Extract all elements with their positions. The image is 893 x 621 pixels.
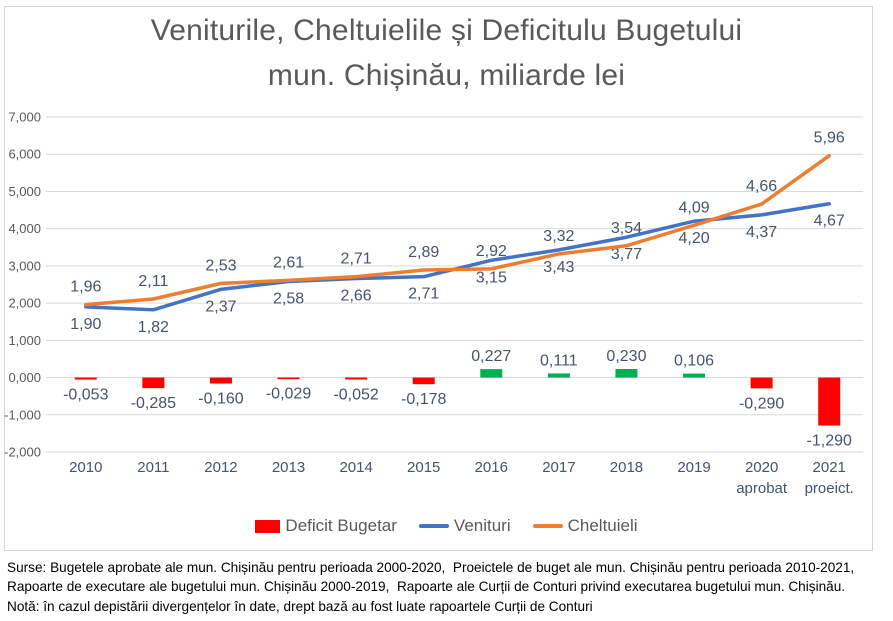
x-axis-sublabel: aprobat xyxy=(736,480,788,497)
venituri-value-label: 3,43 xyxy=(543,259,574,276)
venituri-value-label: 2,66 xyxy=(341,288,372,305)
x-axis-tick-label: 2011 xyxy=(137,459,169,476)
deficit-bar xyxy=(142,377,165,389)
deficit-bar xyxy=(683,373,706,378)
deficit-bar xyxy=(345,377,368,380)
deficit-value-label: -0,290 xyxy=(739,395,784,412)
x-axis-sublabel: proeict. xyxy=(805,480,854,497)
chart-title-line1: Veniturile, Cheltuielile și Deficitulu B… xyxy=(150,14,743,47)
legend-label-venituri: Venituri xyxy=(453,516,511,535)
deficit-value-label: 0,106 xyxy=(674,353,714,370)
venituri-value-label: 4,67 xyxy=(814,213,845,230)
legend-item-cheltuieli[interactable]: Cheltuieli xyxy=(532,516,638,536)
x-axis-tick-label: 2014 xyxy=(339,459,372,476)
x-axis-tick-label: 2019 xyxy=(677,459,710,476)
x-axis-tick-label: 2017 xyxy=(542,459,575,476)
y-axis-tick-label: 1,000 xyxy=(8,333,41,348)
y-axis-tick-label: 0,000 xyxy=(8,370,41,385)
venituri-swatch-icon xyxy=(418,524,449,528)
y-axis-tick-label: 2,000 xyxy=(8,296,41,311)
legend-label-cheltuieli: Cheltuieli xyxy=(567,516,638,535)
deficit-value-label: -0,285 xyxy=(131,395,176,412)
deficit-bar xyxy=(412,377,435,385)
chart-title: Veniturile, Cheltuielile și Deficitulu B… xyxy=(0,8,893,98)
y-axis-tick-label: -1,000 xyxy=(4,407,41,422)
y-axis-tick-label: -2,000 xyxy=(4,445,41,460)
x-axis-tick-label: 2021 xyxy=(813,459,846,476)
deficit-value-label: -0,029 xyxy=(266,386,311,403)
deficit-bar xyxy=(547,373,570,378)
venituri-value-label: 3,15 xyxy=(476,269,507,286)
cheltuieli-value-label: 2,89 xyxy=(408,244,439,261)
cheltuieli-line xyxy=(84,153,831,307)
venituri-value-label: 2,37 xyxy=(205,298,236,315)
cheltuieli-value-label: 5,96 xyxy=(814,130,845,147)
deficit-value-label: -0,160 xyxy=(198,391,243,408)
source-note-line1: Surse: Bugetele aprobate ale mun. Chișin… xyxy=(7,560,855,575)
deficit-value-label: -0,052 xyxy=(333,386,378,403)
deficit-value-label: -0,178 xyxy=(401,391,446,408)
y-axis-tick-label: 3,000 xyxy=(8,258,41,273)
chart-title-line2: mun. Chișinău, miliarde lei xyxy=(267,59,626,92)
x-axis-tick-label: 2012 xyxy=(204,459,237,476)
cheltuieli-value-label: 2,53 xyxy=(205,257,236,274)
venituri-value-label: 2,71 xyxy=(408,286,439,303)
deficit-bar xyxy=(209,377,232,384)
source-note: Surse: Bugetele aprobate ale mun. Chișin… xyxy=(7,558,887,616)
source-note-line3: Notă: în cazul depistării divergențelor … xyxy=(7,598,593,614)
venituri-value-label: 1,90 xyxy=(70,316,101,333)
cheltuieli-value-label: 2,71 xyxy=(341,251,372,268)
deficit-value-label: -0,053 xyxy=(63,387,108,404)
x-axis-tick-label: 2016 xyxy=(475,459,508,476)
cheltuieli-swatch-icon xyxy=(532,524,563,528)
legend-item-venituri[interactable]: Venituri xyxy=(418,516,511,536)
deficit-bar xyxy=(818,377,841,426)
x-axis-tick-label: 2018 xyxy=(610,459,643,476)
venituri-value-label: 4,20 xyxy=(678,230,709,247)
deficit-bar xyxy=(277,377,300,380)
cheltuieli-value-label: 2,92 xyxy=(476,243,507,260)
cheltuieli-value-label: 2,61 xyxy=(273,254,304,271)
deficit-value-label: -1,290 xyxy=(807,433,852,450)
chart-legend: Deficit Bugetar Venituri Cheltuieli xyxy=(0,516,893,536)
venituri-value-label: 3,77 xyxy=(611,246,642,263)
y-axis-tick-label: 5,000 xyxy=(8,184,41,199)
cheltuieli-value-label: 3,32 xyxy=(543,228,574,245)
x-axis-tick-label: 2010 xyxy=(69,459,102,476)
deficit-swatch-icon xyxy=(255,519,281,533)
deficit-bar xyxy=(750,377,773,389)
cheltuieli-value-label: 2,11 xyxy=(138,273,168,290)
deficit-value-label: 0,227 xyxy=(471,348,511,365)
source-note-line2: Rapoarte de executare ale bugetului mun.… xyxy=(7,579,846,595)
x-axis-tick-label: 2013 xyxy=(272,459,305,476)
deficit-value-label: 0,230 xyxy=(606,348,646,365)
cheltuieli-value-label: 4,66 xyxy=(746,178,777,195)
deficit-bar xyxy=(615,368,638,378)
venituri-value-label: 1,82 xyxy=(138,319,169,336)
cheltuieli-value-label: 3,54 xyxy=(611,220,642,237)
venituri-value-label: 2,58 xyxy=(273,291,304,308)
deficit-bar xyxy=(480,369,503,378)
legend-label-deficit: Deficit Bugetar xyxy=(285,516,397,535)
deficit-value-label: 0,111 xyxy=(540,352,578,369)
deficit-bar xyxy=(74,377,97,380)
y-axis-tick-label: 4,000 xyxy=(8,221,41,236)
x-axis-tick-label: 2020 xyxy=(745,459,778,476)
cheltuieli-value-label: 1,96 xyxy=(70,279,101,296)
venituri-value-label: 4,37 xyxy=(746,224,777,241)
y-axis-tick-label: 7,000 xyxy=(8,110,41,125)
legend-item-deficit[interactable]: Deficit Bugetar xyxy=(255,516,397,536)
x-axis-tick-label: 2015 xyxy=(407,459,440,476)
cheltuieli-value-label: 4,09 xyxy=(678,199,709,216)
chart-frame xyxy=(4,6,873,551)
y-axis-tick-label: 6,000 xyxy=(8,147,41,162)
